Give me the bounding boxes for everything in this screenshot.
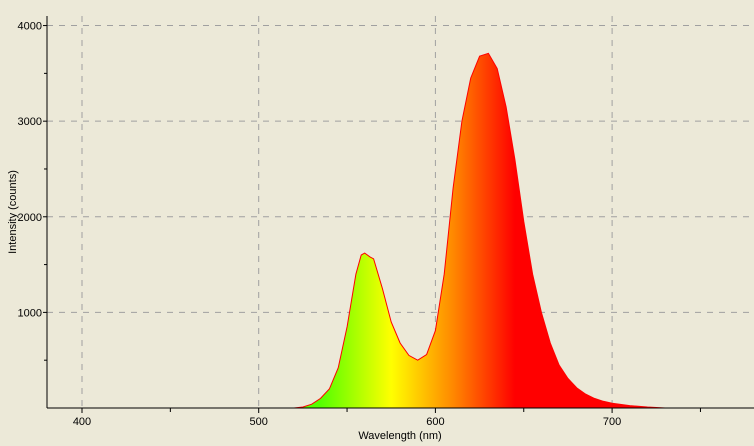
x-tick-label: 400 [73, 416, 91, 428]
axes: 400 500 600 700 1000 2000 3000 4000 [18, 16, 754, 428]
x-tick-label: 600 [426, 416, 444, 428]
spectrum-line [293, 52, 666, 409]
y-tick-label: 1000 [18, 307, 42, 319]
x-axis-label: Wavelength (nm) [358, 430, 441, 442]
y-tick-label: 4000 [18, 21, 42, 33]
y-axis-label: Intensity (counts) [7, 170, 19, 254]
x-tick-label: 500 [250, 416, 268, 428]
spectrum-area [294, 53, 666, 409]
x-tick-label: 700 [603, 416, 621, 428]
y-tick-label: 2000 [18, 212, 42, 224]
grid [47, 16, 754, 408]
y-tick-label: 3000 [18, 116, 42, 128]
